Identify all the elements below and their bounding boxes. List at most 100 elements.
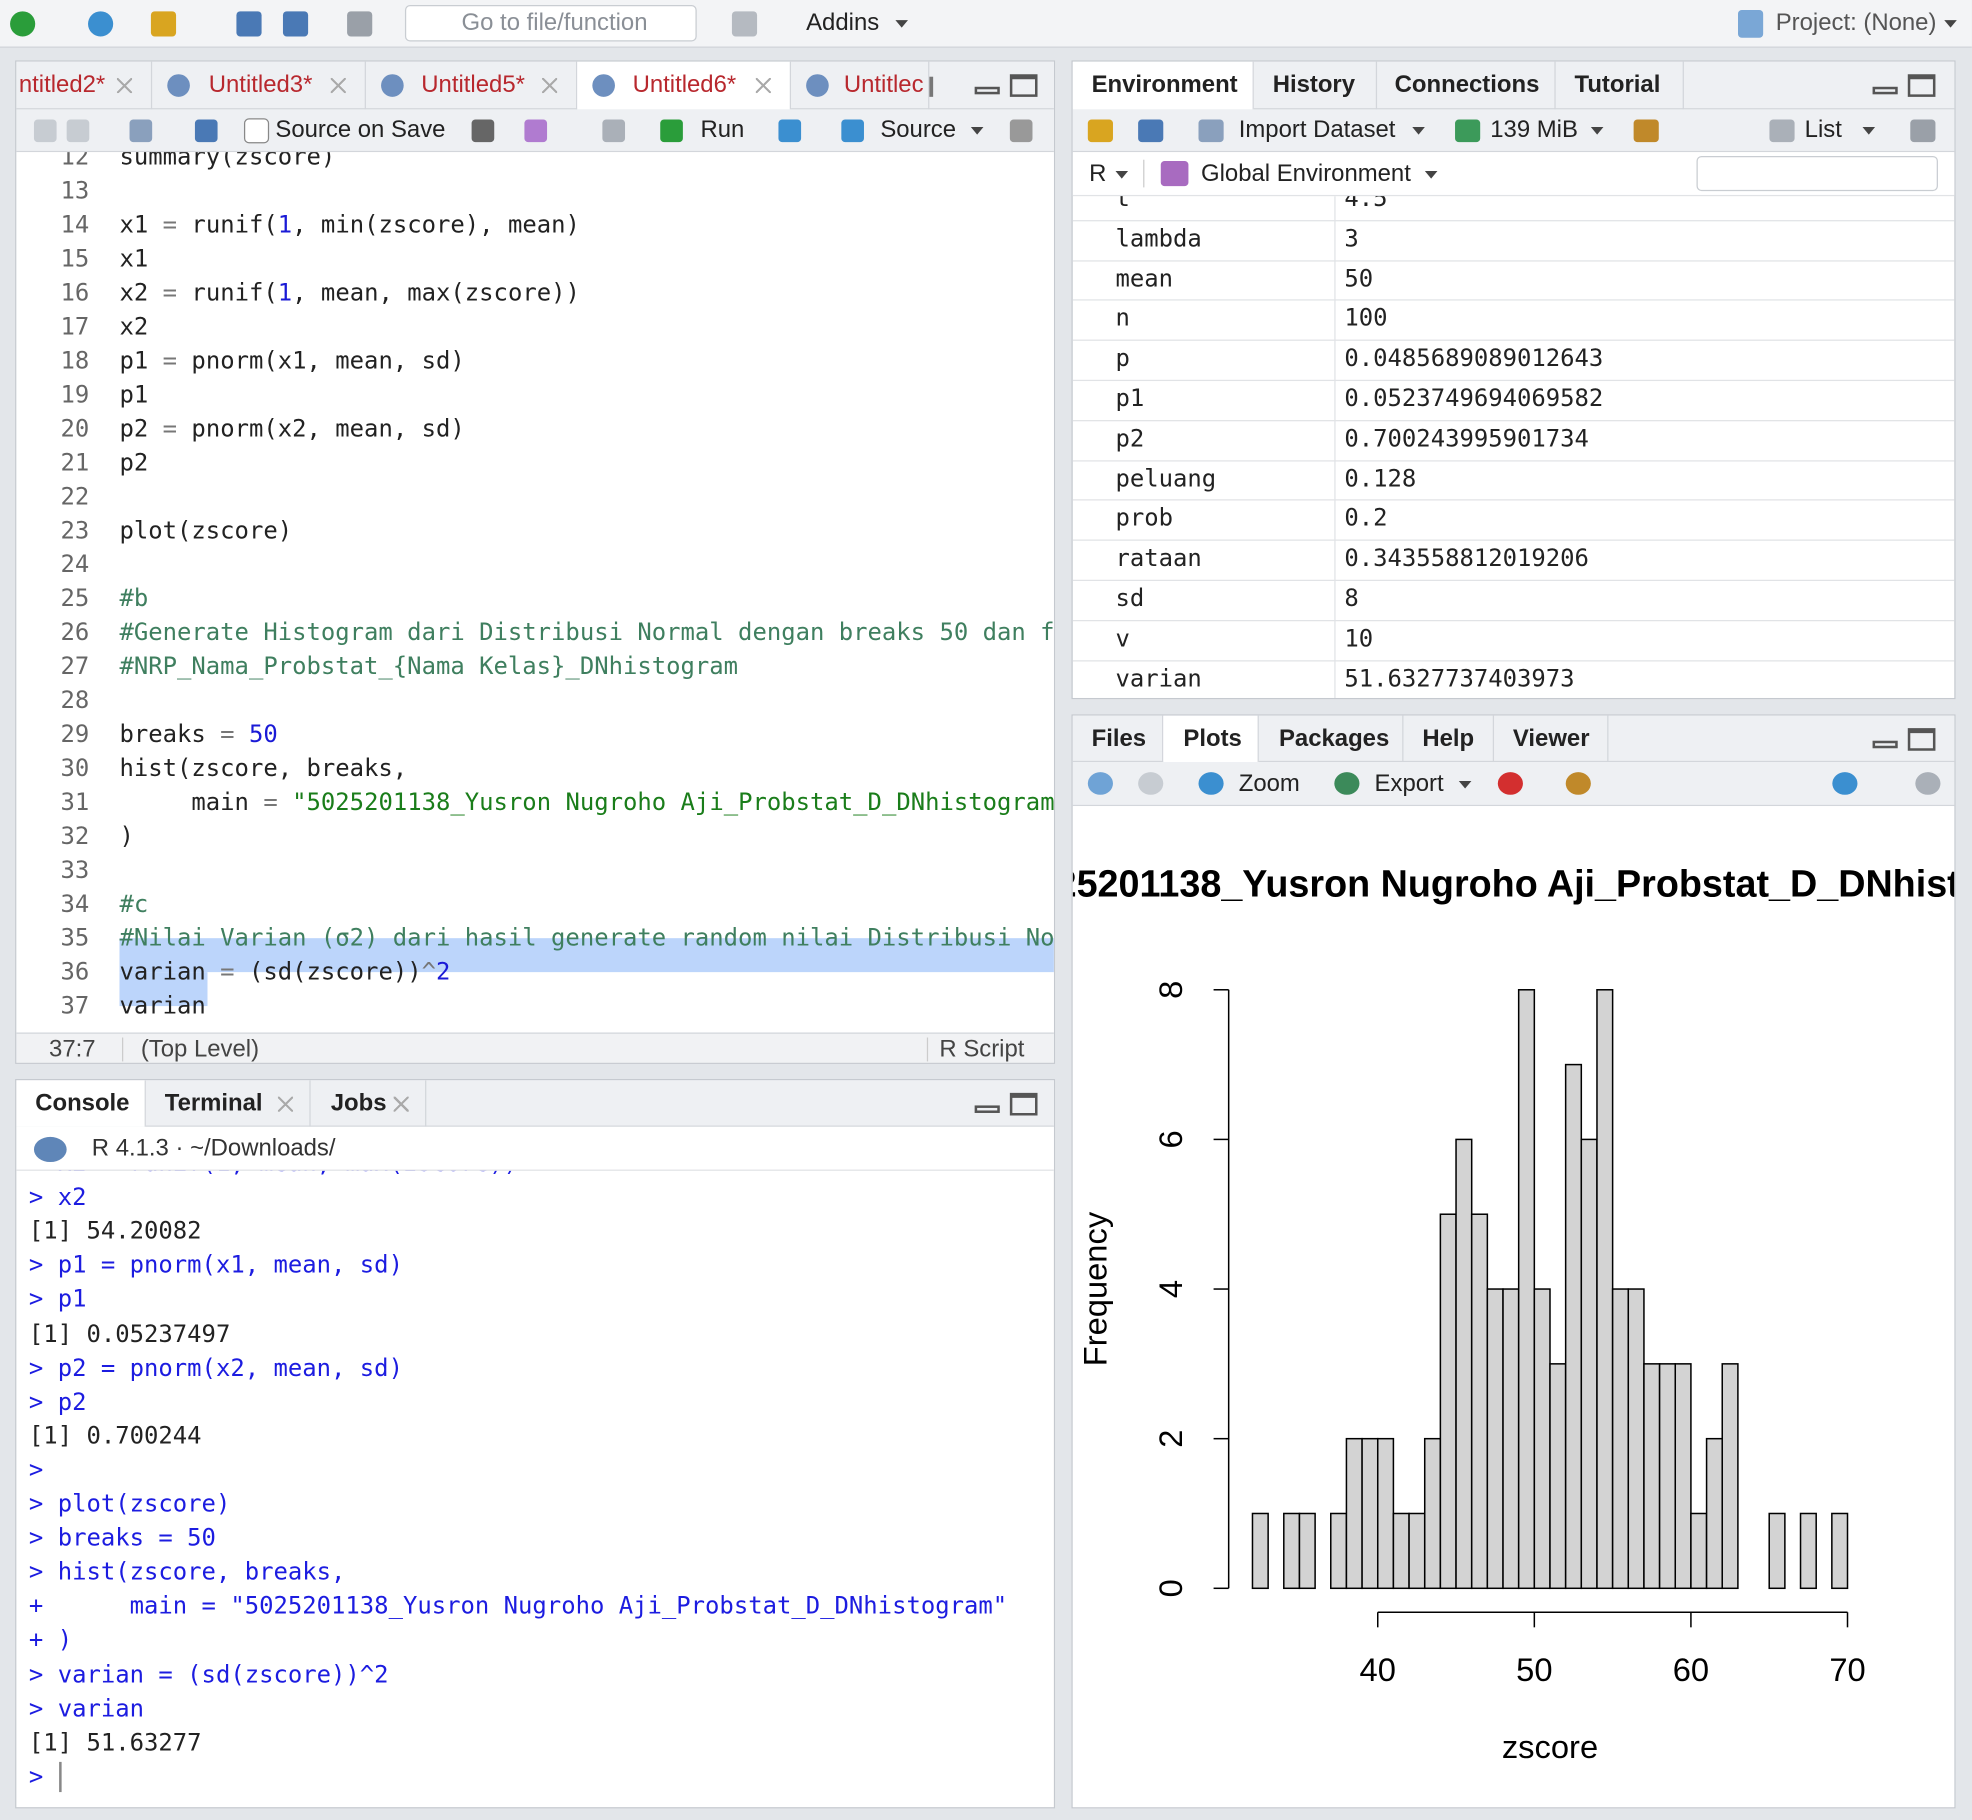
maximize[interactable]	[1009, 1092, 1038, 1116]
env-toolbar: Import Dataset 139 MiB List	[1072, 109, 1955, 153]
minimize[interactable]	[974, 86, 1000, 95]
editor-tab[interactable]: Untitled6*	[577, 61, 792, 110]
tab-label[interactable]: Tutorial	[1574, 71, 1661, 99]
language[interactable]: R	[1089, 160, 1107, 188]
view-mode[interactable]: List	[1804, 116, 1842, 144]
maximize[interactable]	[1907, 74, 1936, 97]
tab-label[interactable]: Jobs	[330, 1090, 387, 1117]
scope[interactable]: (Top Level)	[140, 1036, 260, 1063]
tab-label[interactable]: Environment	[1091, 71, 1238, 99]
line-number: 15	[60, 244, 90, 273]
tab-label[interactable]: Plots	[1183, 725, 1242, 753]
icon	[806, 74, 829, 97]
goto-box[interactable]	[404, 5, 697, 42]
tab-overflow[interactable]	[929, 76, 954, 97]
plots-tab[interactable]: Files	[1073, 715, 1164, 763]
env-tab[interactable]: History	[1254, 61, 1378, 110]
code-line: p2 = pnorm(x2, mean, sd)	[119, 414, 465, 443]
console-tab[interactable]: Console	[16, 1080, 146, 1127]
variable-name: n	[1115, 304, 1130, 333]
tab-close[interactable]	[755, 77, 771, 94]
bar	[1283, 1512, 1301, 1590]
run-button[interactable]: Run	[700, 116, 745, 144]
tab-label[interactable]: Files	[1091, 725, 1147, 753]
editor-tab[interactable]: Untitled5*	[366, 61, 578, 110]
minimize[interactable]	[1872, 86, 1898, 95]
goto-text: Go to file/function	[461, 10, 648, 37]
tab-label[interactable]: Untitlec	[843, 71, 924, 99]
divider	[1143, 159, 1145, 188]
editor-tab[interactable]: Untitled3*	[152, 61, 366, 110]
row-line	[1072, 539, 1955, 542]
env-tab[interactable]: Connections	[1377, 61, 1556, 110]
env-tab[interactable]: Tutorial	[1556, 61, 1684, 110]
tab-label[interactable]: Connections	[1394, 71, 1540, 99]
console-tab[interactable]: Terminal	[146, 1080, 311, 1127]
code-line: p2	[119, 448, 149, 477]
line-number: 14	[60, 210, 90, 239]
y-tick-label: 0	[1152, 1579, 1189, 1597]
bar	[1549, 1363, 1567, 1590]
row-line	[1072, 259, 1955, 262]
tab-label[interactable]: Console	[35, 1090, 130, 1117]
tab-label[interactable]: Untitled6*	[632, 71, 737, 99]
variable-name: sd	[1115, 584, 1145, 613]
variable-name: p	[1115, 344, 1130, 373]
tab-label[interactable]: Terminal	[164, 1090, 263, 1117]
tab-label[interactable]: Viewer	[1512, 725, 1590, 753]
row-line	[1072, 219, 1955, 222]
icon	[1565, 772, 1591, 795]
tab-close[interactable]	[277, 1096, 294, 1112]
x-tick-label: 60	[1673, 1651, 1709, 1688]
editor-tab[interactable]: ntitled2*	[16, 61, 153, 110]
addins[interactable]: Addins	[806, 10, 880, 37]
bar	[1831, 1512, 1849, 1590]
minimize[interactable]	[1872, 740, 1898, 749]
export-button[interactable]: Export	[1374, 770, 1444, 798]
code-line: x2 = runif(1, mean, max(zscore))	[119, 278, 580, 307]
tab-label[interactable]: Untitled3*	[208, 71, 313, 99]
console-path: R 4.1.3 · ~/Downloads/	[91, 1135, 336, 1163]
source-button[interactable]: Source	[880, 116, 957, 144]
maximize[interactable]	[1907, 728, 1936, 751]
line-number: 34	[60, 889, 90, 918]
env-scope[interactable]: Global Environment	[1201, 160, 1411, 188]
variable-value: 0.343558812019206	[1344, 544, 1589, 573]
bar	[1658, 1363, 1677, 1590]
zoom-button[interactable]: Zoom	[1238, 770, 1300, 798]
file-type[interactable]: R Script	[939, 1036, 1025, 1063]
tab-label[interactable]: ntitled2*	[18, 71, 106, 99]
tab-close[interactable]	[116, 77, 133, 94]
plots-tab[interactable]: Plots	[1163, 715, 1259, 763]
checkbox[interactable]	[243, 118, 270, 144]
tab-label[interactable]: Untitled5*	[421, 71, 525, 99]
code-line: main = "5025201138_Yusron Nugroho Aji_Pr…	[119, 787, 1055, 816]
source-on-save[interactable]: Source on Save	[275, 116, 446, 144]
search-box[interactable]	[1696, 155, 1938, 192]
code-line: breaks = 50	[119, 719, 278, 748]
maximize[interactable]	[1009, 74, 1038, 97]
plots-tab[interactable]: Packages	[1259, 715, 1404, 763]
divider	[926, 1037, 929, 1062]
tab-label[interactable]: Help	[1422, 725, 1475, 753]
import-dataset[interactable]: Import Dataset	[1238, 116, 1396, 144]
tab-label[interactable]: Packages	[1278, 725, 1390, 753]
tab-close[interactable]	[542, 77, 558, 94]
console-tab[interactable]: Jobs	[311, 1080, 427, 1127]
tab-close[interactable]	[393, 1096, 409, 1112]
memory-usage[interactable]: 139 MiB	[1490, 116, 1578, 144]
line-number: 13	[60, 176, 90, 205]
tab-close[interactable]	[330, 77, 346, 94]
tab-label[interactable]: History	[1272, 71, 1356, 99]
project[interactable]: Project: (None)	[1775, 10, 1937, 37]
editor-tab[interactable]: Untitlec	[791, 61, 930, 110]
line-number: 33	[60, 855, 90, 884]
minimize[interactable]	[974, 1105, 1000, 1113]
plots-tab[interactable]: Viewer	[1494, 715, 1609, 763]
row-line	[1072, 299, 1955, 302]
icon	[381, 74, 404, 97]
bar	[1517, 989, 1536, 1590]
bar	[1643, 1363, 1661, 1590]
plots-tab[interactable]: Help	[1403, 715, 1495, 763]
env-tab[interactable]: Environment	[1072, 61, 1254, 110]
